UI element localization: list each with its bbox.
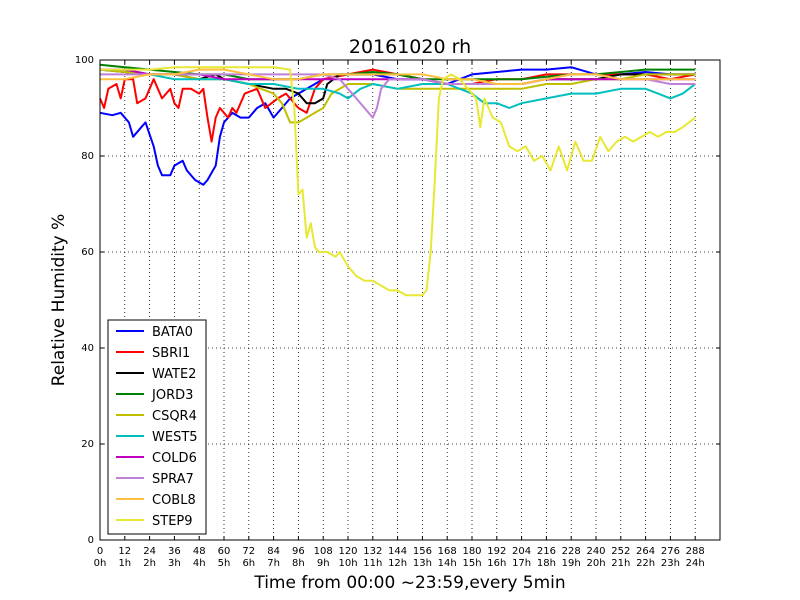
x-tick-hour-label: 9h [317, 558, 330, 569]
x-tick-label: 24 [143, 546, 156, 557]
x-tick-hour-label: 22h [636, 558, 655, 569]
x-tick-hour-label: 10h [338, 558, 357, 569]
legend-label-csqr4: CSQR4 [152, 409, 197, 424]
axis-ticks: 00h121h242h363h484h605h726h847h968h1089h… [75, 55, 720, 569]
x-tick-label: 204 [512, 546, 531, 557]
y-tick-label: 100 [75, 55, 94, 66]
x-tick-label: 192 [487, 546, 506, 557]
x-tick-label: 180 [462, 546, 481, 557]
x-tick-label: 228 [562, 546, 581, 557]
series-line-sbri1 [99, 68, 696, 143]
x-tick-label: 48 [193, 546, 206, 557]
x-tick-label: 108 [314, 546, 333, 557]
series-line-bata0 [99, 66, 696, 186]
x-tick-hour-label: 2h [143, 558, 156, 569]
legend-label-step9: STEP9 [152, 514, 193, 529]
x-tick-label: 60 [218, 546, 231, 557]
y-tick-label: 40 [81, 343, 94, 354]
series-lines [99, 63, 696, 297]
x-tick-label: 288 [686, 546, 705, 557]
x-tick-label: 96 [292, 546, 305, 557]
series-line-cobl8 [100, 68, 696, 85]
y-axis-title: Relative Humidity % [49, 214, 69, 387]
legend-label-cobl8: COBL8 [152, 493, 196, 508]
x-axis-title: Time from 00:00 ~23:59,every 5min [253, 573, 565, 593]
legend-label-spra7: SPRA7 [152, 472, 194, 487]
y-tick-label: 80 [81, 151, 94, 162]
x-tick-hour-label: 4h [193, 558, 206, 569]
legend: BATA0 SBRI1 WATE2 JORD3 CSQR4 WEST5 COLD6 SPRA7… [107, 319, 207, 535]
legend-label-bata0: BATA0 [152, 325, 193, 340]
x-tick-hour-label: 3h [168, 558, 181, 569]
x-tick-hour-label: 5h [218, 558, 231, 569]
x-tick-hour-label: 21h [611, 558, 630, 569]
x-tick-hour-label: 18h [537, 558, 556, 569]
y-tick-label: 0 [88, 535, 94, 546]
x-tick-label: 144 [388, 546, 407, 557]
x-tick-hour-label: 19h [562, 558, 581, 569]
x-tick-label: 84 [267, 546, 280, 557]
x-tick-label: 276 [661, 546, 680, 557]
x-tick-hour-label: 23h [661, 558, 680, 569]
x-tick-label: 36 [168, 546, 181, 557]
legend-label-wate2: WATE2 [152, 367, 196, 382]
chart-title: 20161020 rh [349, 36, 471, 58]
x-tick-hour-label: 6h [242, 558, 255, 569]
x-tick-hour-label: 0h [94, 558, 107, 569]
x-tick-label: 168 [438, 546, 457, 557]
x-tick-label: 156 [413, 546, 432, 557]
x-tick-hour-label: 24h [686, 558, 705, 569]
x-tick-hour-label: 20h [586, 558, 605, 569]
x-tick-label: 120 [338, 546, 357, 557]
series-line-step9 [100, 66, 696, 297]
legend-label-sbri1: SBRI1 [152, 346, 190, 361]
x-tick-label: 252 [611, 546, 630, 557]
legend-label-cold6: COLD6 [152, 451, 197, 466]
x-tick-label: 264 [636, 546, 655, 557]
x-tick-hour-label: 11h [363, 558, 382, 569]
x-tick-hour-label: 17h [512, 558, 531, 569]
x-tick-hour-label: 12h [388, 558, 407, 569]
x-tick-hour-label: 15h [462, 558, 481, 569]
x-tick-hour-label: 7h [267, 558, 280, 569]
x-tick-hour-label: 1h [118, 558, 131, 569]
y-tick-label: 60 [81, 247, 94, 258]
x-tick-label: 0 [97, 546, 103, 557]
legend-label-jord3: JORD3 [151, 388, 193, 403]
x-tick-hour-label: 14h [438, 558, 457, 569]
x-tick-label: 72 [242, 546, 255, 557]
x-tick-hour-label: 13h [413, 558, 432, 569]
x-tick-label: 216 [537, 546, 556, 557]
x-tick-hour-label: 16h [487, 558, 506, 569]
x-tick-label: 12 [118, 546, 131, 557]
x-tick-label: 132 [363, 546, 382, 557]
x-tick-hour-label: 8h [292, 558, 305, 569]
y-tick-label: 20 [81, 439, 94, 450]
plot-frame [99, 59, 721, 541]
x-tick-label: 240 [586, 546, 605, 557]
grid [100, 60, 720, 540]
legend-label-west5: WEST5 [152, 430, 198, 445]
